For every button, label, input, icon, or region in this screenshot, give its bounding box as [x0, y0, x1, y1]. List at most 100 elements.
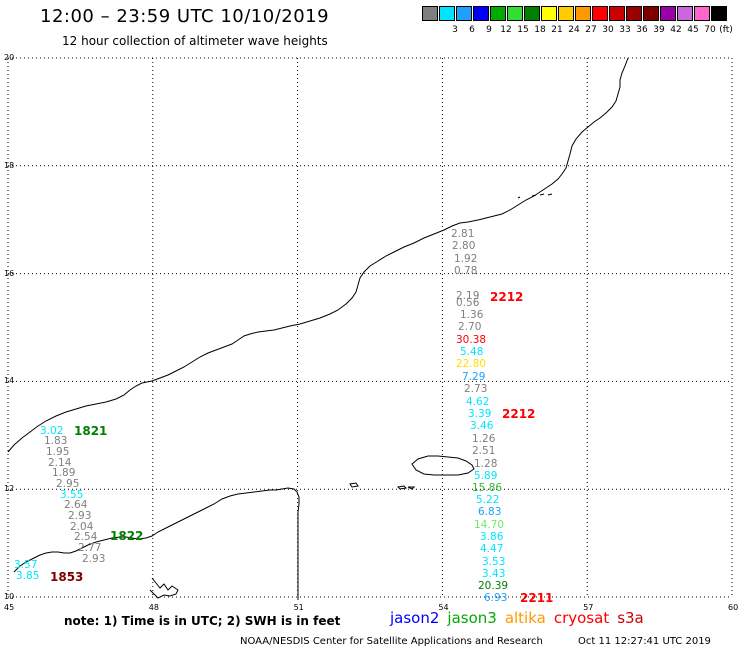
wave-height-value: 3.55	[60, 489, 84, 501]
legend-label: 3	[452, 25, 458, 35]
wave-height-value: 2.80	[452, 240, 476, 252]
legend-label: 24	[568, 25, 580, 35]
lat-tick-label: 12	[4, 484, 15, 494]
legend-swatch	[575, 6, 591, 21]
pass-time-label: 2212	[490, 290, 524, 304]
map-title: 12:00 – 23:59 UTC 10/10/2019	[40, 6, 330, 27]
wave-height-value: 1.89	[52, 467, 76, 479]
legend-swatch	[558, 6, 574, 21]
legend-swatch	[524, 6, 540, 21]
coastline	[7, 57, 629, 600]
legend-swatch	[643, 6, 659, 21]
wave-height-value: 15.86	[472, 482, 503, 494]
lat-tick-label: 20	[4, 53, 15, 62]
legend-swatch	[473, 6, 489, 21]
legend-label: 18	[534, 25, 546, 35]
wave-height-value: 3.86	[480, 531, 504, 543]
legend-swatch	[507, 6, 523, 21]
legend-swatch	[677, 6, 693, 21]
legend-label: 33	[619, 25, 631, 35]
lon-tick-label: 57	[583, 603, 594, 612]
lat-tick-label: 18	[4, 160, 15, 170]
wave-height-value: 6.83	[478, 506, 502, 518]
coast-detail	[149, 577, 179, 599]
wave-height-value: 2.95	[56, 478, 80, 490]
pass-time-label: 1822	[110, 529, 144, 543]
legend-swatch	[626, 6, 642, 21]
legend-label: 30	[602, 25, 614, 35]
legend-label: 15	[517, 25, 529, 35]
lon-tick-label: 48	[148, 603, 159, 612]
legend-swatch	[422, 6, 438, 21]
legend-label: 27	[585, 25, 597, 35]
islet-3	[407, 486, 416, 490]
kuria-islets	[517, 193, 553, 199]
footer-note: note: 1) Time is in UTC; 2) SWH is in fe…	[64, 614, 341, 628]
legend-label: 36	[636, 25, 648, 35]
lon-tick-label: 60	[728, 603, 739, 612]
legend-swatch	[609, 6, 625, 21]
satellite-name: cryosat	[553, 609, 610, 627]
wave-height-value: 3.85	[16, 570, 40, 582]
map-subtitle: 12 hour collection of altimeter wave hei…	[62, 34, 328, 48]
wave-height-value: 0.78	[454, 265, 478, 277]
legend-swatch	[439, 6, 455, 21]
arabian-coastline	[7, 57, 629, 453]
legend-label: 42	[670, 25, 682, 35]
legend-swatch	[490, 6, 506, 21]
wave-height-value: 1.26	[472, 433, 496, 445]
lon-tick-label: 54	[438, 603, 449, 612]
satellite-name: s3a	[617, 609, 644, 627]
credit-line: NOAA/NESDIS Center for Satellite Applica…	[240, 636, 543, 647]
map-grid	[7, 57, 733, 598]
wave-height-value: 2.04	[70, 521, 94, 533]
timestamp: Oct 11 12:27:41 UTC 2019	[578, 636, 711, 647]
wave-height-value: 3.39	[468, 408, 492, 420]
wave-height-value: 3.57	[14, 559, 38, 571]
pass-time-label: 1853	[50, 570, 84, 584]
legend-unit: (ft)	[719, 25, 733, 35]
lat-tick-label: 10	[4, 592, 15, 601]
wave-height-value: 2.14	[48, 457, 72, 469]
legend-swatch	[660, 6, 676, 21]
wave-height-value: 2.54	[74, 531, 98, 543]
legend-label: 9	[486, 25, 492, 35]
wave-height-value: 1.28	[474, 458, 498, 470]
wave-height-value: 2.51	[472, 445, 496, 457]
wave-height-value: 1.95	[46, 446, 70, 458]
wave-height-value: 2.70	[458, 321, 482, 333]
wave-height-value: 2.81	[451, 228, 475, 240]
wave-height-value: 20.39	[478, 580, 509, 592]
wave-height-value: 2.73	[464, 383, 488, 395]
satellite-name: jason3	[447, 609, 497, 627]
legend-swatch	[456, 6, 472, 21]
wave-height-value: 22.80	[456, 358, 487, 370]
legend-swatch	[711, 6, 727, 21]
legend-label: 70	[704, 25, 716, 35]
wave-height-value: 14.70	[474, 519, 505, 531]
islet-1	[349, 482, 359, 488]
wave-height-value: 4.62	[466, 396, 490, 408]
islet-2	[396, 485, 408, 490]
legend-label: 21	[551, 25, 563, 35]
legend-label: 6	[469, 25, 475, 35]
legend-label: 45	[687, 25, 699, 35]
wave-height-value: 2.93	[82, 553, 106, 565]
wave-height-value: 5.89	[474, 470, 498, 482]
wave-height-value: 1.36	[460, 309, 484, 321]
legend-label: 39	[653, 25, 665, 35]
lat-tick-label: 16	[4, 268, 15, 278]
pass-time-label: 2212	[502, 407, 536, 421]
wave-height-value: 3.46	[470, 420, 494, 432]
legend-swatch	[592, 6, 608, 21]
lon-tick-label: 51	[293, 603, 304, 612]
legend-swatch	[694, 6, 710, 21]
wave-height-value: 2.19	[456, 290, 480, 302]
wave-height-value: 2.77	[78, 542, 102, 554]
socotra-island	[411, 455, 475, 476]
legend-swatch	[541, 6, 557, 21]
somalia-coastline	[13, 487, 300, 600]
wave-height-value: 3.53	[482, 556, 506, 568]
satellite-list: jason2 jason3 altika cryosat s3a	[390, 609, 652, 627]
